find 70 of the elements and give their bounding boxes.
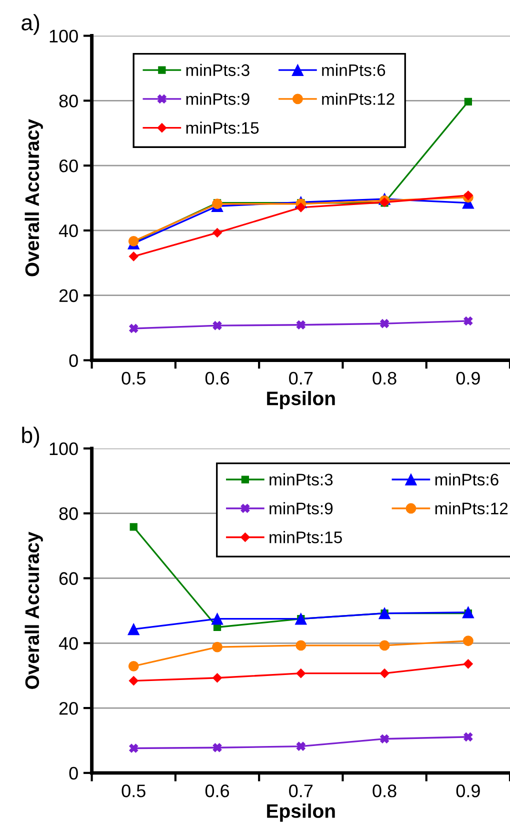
point <box>212 743 222 752</box>
y-tick-label: 40 <box>58 224 78 238</box>
y-tick-label: 60 <box>59 572 78 585</box>
point <box>129 324 138 333</box>
point <box>380 319 390 328</box>
y-tick-label: 80 <box>59 94 78 108</box>
point <box>130 523 138 531</box>
point <box>380 734 390 744</box>
x-tick-label: 0.8 <box>372 784 396 798</box>
x-tick-label: 0.7 <box>289 372 313 385</box>
point <box>463 190 473 200</box>
point <box>294 612 307 625</box>
point <box>128 676 138 686</box>
y-tick-label: 80 <box>59 507 78 520</box>
point <box>296 202 306 212</box>
x-tick-label: 0.8 <box>372 372 396 385</box>
point <box>212 198 222 210</box>
y-tick-label: 20 <box>59 702 78 715</box>
point <box>379 640 390 651</box>
legend-label: minPts:12 <box>322 92 394 105</box>
point <box>128 660 139 672</box>
chart-title: a) <box>22 14 40 35</box>
y-tick-label: 100 <box>50 30 78 42</box>
y-tick-label: 100 <box>50 442 78 456</box>
point <box>212 321 222 330</box>
x-tick-label: 0.5 <box>122 372 146 385</box>
point <box>462 636 474 646</box>
y-axis-title: Overall Accuracy <box>24 119 43 276</box>
legend-label: minPts:12 <box>435 502 508 514</box>
point <box>463 659 473 669</box>
x-tick-label: 0.6 <box>205 784 230 798</box>
point <box>464 732 473 742</box>
x-axis-title: Epsilon <box>267 390 335 410</box>
x-tick-label: 0.9 <box>456 784 480 798</box>
point <box>296 668 306 678</box>
legend-label: minPts:15 <box>186 122 259 134</box>
x-tick-label: 0.9 <box>456 372 480 385</box>
y-tick-label: 0 <box>69 354 78 367</box>
y-tick-label: 60 <box>59 160 78 172</box>
legend-label: minPts:15 <box>270 531 342 544</box>
point <box>211 612 224 625</box>
x-tick-label: 0.6 <box>205 372 230 385</box>
point <box>296 742 306 751</box>
point <box>296 320 306 330</box>
point <box>380 668 390 678</box>
legend-label: minPts:6 <box>322 64 386 76</box>
point <box>129 744 138 753</box>
point <box>296 640 306 651</box>
point <box>128 623 140 636</box>
y-tick-label: 0 <box>69 766 78 780</box>
legend-label: minPts:6 <box>435 473 498 486</box>
y-tick-label: 20 <box>59 289 78 302</box>
x-tick-label: 0.5 <box>122 784 146 798</box>
legend-label: minPts:3 <box>186 64 250 76</box>
x-axis-title: Epsilon <box>267 804 335 822</box>
point <box>212 228 222 238</box>
point <box>462 606 474 618</box>
point <box>464 98 472 106</box>
legend-label: minPts:3 <box>270 473 333 486</box>
point <box>464 316 473 326</box>
point <box>212 642 222 652</box>
legend-label: minPts:9 <box>270 502 333 514</box>
point <box>212 673 222 683</box>
point <box>128 236 139 246</box>
point <box>128 252 138 262</box>
chart-title: b) <box>22 426 40 448</box>
x-tick-label: 0.7 <box>289 784 313 798</box>
y-axis-title: Overall Accuracy <box>24 532 43 689</box>
legend-label: minPts:9 <box>186 92 250 105</box>
y-tick-label: 40 <box>58 637 78 650</box>
